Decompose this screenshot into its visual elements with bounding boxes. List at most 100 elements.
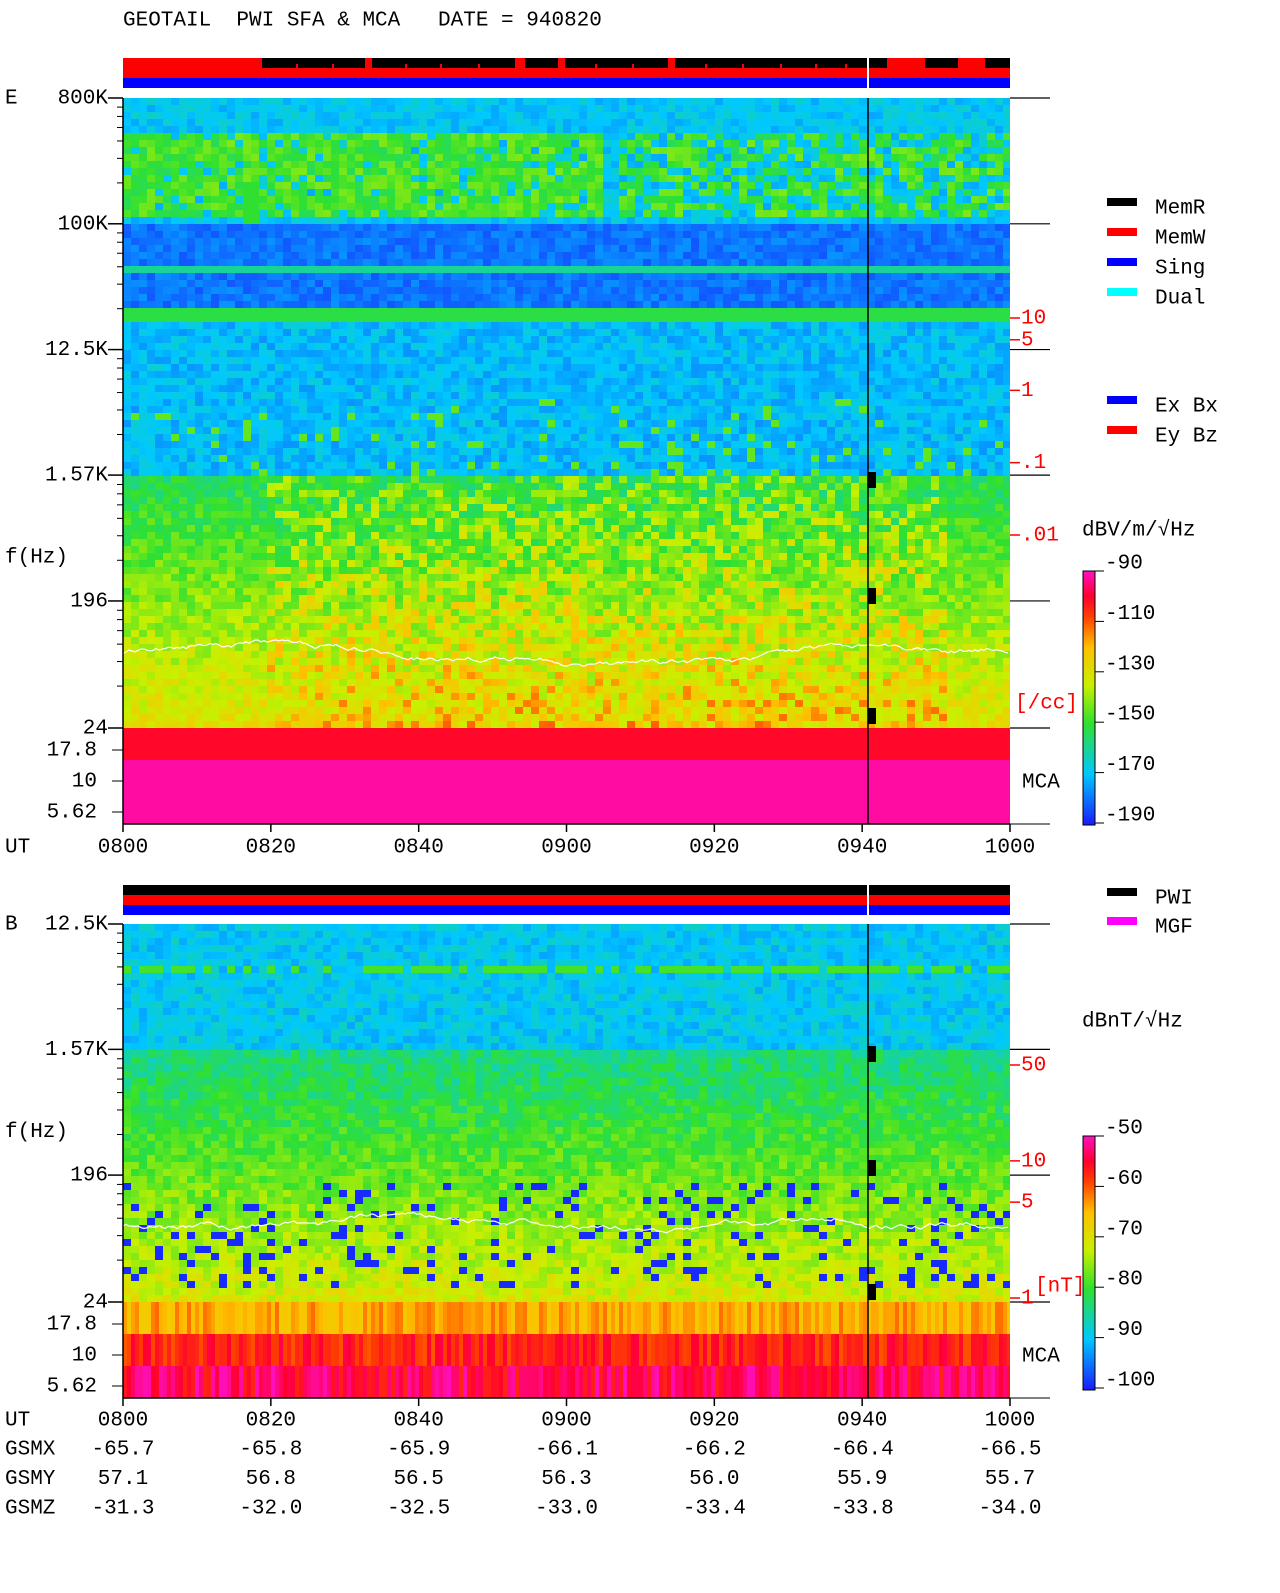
spectrogram-cell <box>459 252 467 259</box>
spectrogram-cell <box>323 119 331 126</box>
spectrogram-cell <box>955 266 963 273</box>
spectrogram-cell <box>163 378 171 385</box>
spectrogram-cell <box>427 280 435 287</box>
spectrogram-cell <box>691 357 699 364</box>
spectrogram-cell <box>427 203 435 210</box>
spectrogram-cell <box>771 161 779 168</box>
spectrogram-cell <box>387 350 395 357</box>
spectrogram-cell <box>875 287 883 294</box>
spectrogram-cell <box>499 399 507 406</box>
spectrogram-cell <box>275 133 283 140</box>
spectrogram-cell <box>475 336 483 343</box>
spectrogram-cell <box>827 231 835 238</box>
spectrogram-cell <box>419 315 427 322</box>
spectrogram-cell <box>179 105 187 112</box>
spectrogram-cell <box>259 259 267 266</box>
spectrogram-cell <box>883 98 891 105</box>
spectrogram-cell <box>643 350 651 357</box>
spectrogram-cell <box>459 343 467 350</box>
spectrogram-cell <box>955 161 963 168</box>
spectrogram-cell <box>643 140 651 147</box>
spectrogram-cell <box>747 343 755 350</box>
spectrogram-cell <box>411 350 419 357</box>
spectrogram-cell <box>427 357 435 364</box>
spectrogram-cell <box>515 399 523 406</box>
spectrogram-cell <box>667 392 675 399</box>
spectrogram-cell <box>627 189 635 196</box>
spectrogram-cell <box>627 175 635 182</box>
spectrogram-cell <box>491 238 499 245</box>
spectrogram-cell <box>891 196 899 203</box>
spectrogram-cell <box>403 175 411 182</box>
spectrogram-cell <box>243 350 251 357</box>
spectrogram-cell <box>627 105 635 112</box>
spectrogram-cell <box>235 196 243 203</box>
spectrogram-cell <box>587 196 595 203</box>
spectrogram-cell <box>211 378 219 385</box>
spectrogram-cell <box>931 315 939 322</box>
spectrogram-cell <box>195 350 203 357</box>
spectrogram-cell <box>547 399 555 406</box>
spectrogram-cell <box>347 287 355 294</box>
spectrogram-cell <box>531 126 539 133</box>
spectrogram-cell <box>995 406 1003 413</box>
spectrogram-cell <box>347 336 355 343</box>
spectrogram-cell <box>123 140 131 147</box>
spectrogram-cell <box>491 329 499 336</box>
spectrogram-cell <box>155 343 163 350</box>
spectrogram-cell <box>995 196 1003 203</box>
spectrogram-cell <box>707 224 715 231</box>
spectrogram-cell <box>275 287 283 294</box>
spectrogram-cell <box>955 287 963 294</box>
spectrogram-cell <box>667 399 675 406</box>
spectrogram-cell <box>219 371 227 378</box>
spectrogram-cell <box>755 175 763 182</box>
spectrogram-cell <box>179 119 187 126</box>
spectrogram-cell <box>939 189 947 196</box>
spectrogram-cell <box>451 238 459 245</box>
spectrogram-cell <box>419 210 427 217</box>
spectrogram-cell <box>291 133 299 140</box>
spectrogram-cell <box>291 238 299 245</box>
spectrogram-cell <box>1003 357 1010 364</box>
spectrogram-cell <box>659 294 667 301</box>
spectrogram-cell <box>403 378 411 385</box>
spectrogram-cell <box>363 126 371 133</box>
spectrogram-cell <box>555 119 563 126</box>
spectrogram-cell <box>771 364 779 371</box>
spectrogram-cell <box>795 217 803 224</box>
spectrogram-cell <box>947 280 955 287</box>
spectrogram-cell <box>419 175 427 182</box>
spectrogram-cell <box>283 399 291 406</box>
spectrogram-cell <box>379 378 387 385</box>
spectrogram-cell <box>891 392 899 399</box>
spectrogram-cell <box>187 357 195 364</box>
spectrogram-cell <box>147 273 155 280</box>
spectrogram-cell <box>779 168 787 175</box>
spectrogram-cell <box>459 196 467 203</box>
spectrogram-cell <box>403 161 411 168</box>
spectrogram-cell <box>451 259 459 266</box>
spectrogram-cell <box>459 329 467 336</box>
spectrogram-cell <box>819 119 827 126</box>
spectrogram-cell <box>299 315 307 322</box>
spectrogram-cell <box>451 105 459 112</box>
spectrogram-cell <box>643 133 651 140</box>
spectrogram-cell <box>203 175 211 182</box>
spectrogram-cell <box>219 168 227 175</box>
spectrogram-cell <box>803 98 811 105</box>
spectrogram-cell <box>811 301 819 308</box>
spectrogram-cell <box>459 315 467 322</box>
spectrogram-cell <box>931 273 939 280</box>
spectrogram-cell <box>899 273 907 280</box>
spectrogram-cell <box>547 252 555 259</box>
spectrogram-cell <box>395 196 403 203</box>
spectrogram-cell <box>259 266 267 273</box>
spectrogram-cell <box>835 350 843 357</box>
spectrogram-cell <box>803 196 811 203</box>
spectrogram-cell <box>131 168 139 175</box>
spectrogram-cell <box>947 294 955 301</box>
spectrogram-cell <box>371 140 379 147</box>
spectrogram-cell <box>875 126 883 133</box>
spectrogram-cell <box>1003 224 1010 231</box>
